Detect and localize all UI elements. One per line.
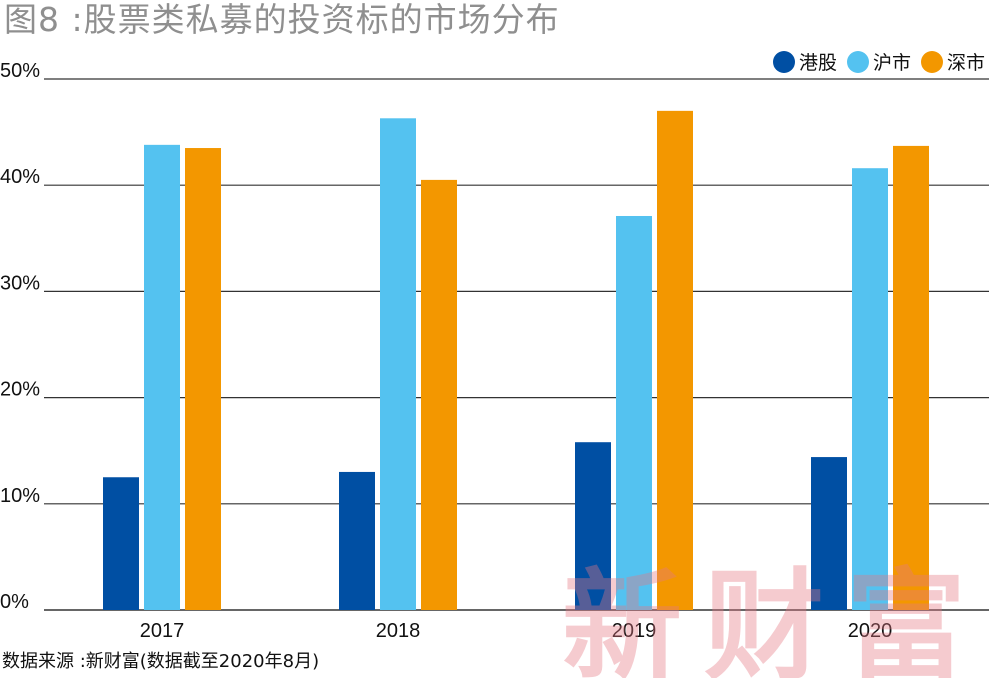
legend-label-hk: 港股 <box>798 52 837 74</box>
source-note: 数据来源 :新财富(数据截至2020年8月) <box>2 651 320 672</box>
bar-2020-hk <box>811 457 847 610</box>
bar-2020-sz <box>893 145 929 610</box>
y-tick-label-30: 30% <box>0 272 40 294</box>
y-tick-label-50: 50% <box>0 60 40 82</box>
legend: 港股 沪市 深市 <box>772 48 985 75</box>
x-tick-label-2018: 2018 <box>376 620 421 642</box>
bar-2018-sz <box>421 179 457 610</box>
y-tick-label-20: 20% <box>0 379 40 401</box>
chart-title: 图8 :股票类私募的投资标的市场分布 <box>4 0 560 39</box>
legend-label-sz: 深市 <box>946 52 985 74</box>
x-tick-label-2020: 2020 <box>848 620 893 642</box>
bar-2018-hk <box>339 471 375 610</box>
bar-2017-sz <box>185 148 221 610</box>
bar-2018-sh <box>380 118 416 610</box>
y-tick-label-40: 40% <box>0 166 40 188</box>
bar-2019-hk <box>575 442 611 610</box>
legend-item-hk: 港股 <box>772 48 837 75</box>
bar-2017-hk <box>103 477 139 610</box>
watermark-text: 新财富 <box>562 556 988 678</box>
legend-item-sh: 沪市 <box>846 48 911 75</box>
y-tick-label-10: 10% <box>0 485 40 507</box>
bar-2019-sz <box>657 110 693 611</box>
x-tick-label-2019: 2019 <box>612 620 657 642</box>
x-tick-label-2017: 2017 <box>140 620 185 642</box>
legend-swatch-sz <box>920 50 943 73</box>
legend-swatch-sh <box>846 50 869 73</box>
bar-2017-sh <box>144 144 180 610</box>
legend-item-sz: 深市 <box>920 48 985 75</box>
bar-2020-sh <box>852 168 888 610</box>
bar-2019-sh <box>616 215 652 611</box>
legend-label-sh: 沪市 <box>872 52 911 74</box>
legend-swatch-hk <box>772 50 795 73</box>
y-tick-label-0: 0% <box>0 591 29 613</box>
